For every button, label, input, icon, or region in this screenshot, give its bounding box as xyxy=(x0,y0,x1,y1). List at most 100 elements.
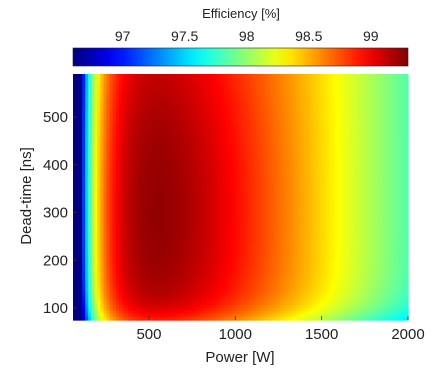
heatmap-cell xyxy=(316,74,321,78)
heatmap-cell xyxy=(234,86,239,90)
heatmap-cell xyxy=(383,197,388,201)
heatmap-cell xyxy=(231,123,236,127)
heatmap-cell xyxy=(91,74,95,78)
heatmap-cell xyxy=(140,120,144,124)
heatmap-cell xyxy=(334,172,339,177)
heatmap-cell xyxy=(127,135,132,140)
heatmap-cell xyxy=(164,141,169,146)
heatmap-cell xyxy=(130,101,135,106)
heatmap-cell xyxy=(179,74,184,78)
heatmap-cell xyxy=(188,190,193,195)
heatmap-cell xyxy=(341,110,345,115)
heatmap-cell xyxy=(280,83,284,87)
heatmap-cell xyxy=(258,129,263,134)
heatmap-cell xyxy=(243,175,248,180)
heatmap-cell xyxy=(401,135,406,140)
heatmap-cell xyxy=(255,153,260,158)
heatmap-cell xyxy=(371,135,376,140)
heatmap-cell xyxy=(341,209,345,213)
heatmap-cell xyxy=(261,74,266,78)
heatmap-cell xyxy=(249,120,254,124)
heatmap-cell xyxy=(337,77,342,81)
heatmap-cell xyxy=(353,141,357,146)
heatmap-cell xyxy=(337,193,342,198)
heatmap-cell xyxy=(310,117,315,121)
heatmap-cell xyxy=(191,163,196,167)
heatmap-cell xyxy=(264,153,269,158)
heatmap-cell xyxy=(225,101,229,106)
heatmap-cell xyxy=(200,175,205,180)
heatmap-cell xyxy=(140,197,144,201)
heatmap-cell xyxy=(161,144,165,149)
heatmap-cell xyxy=(112,113,117,118)
heatmap-cell xyxy=(331,172,336,177)
heatmap-cell xyxy=(103,135,108,140)
heatmap-cell xyxy=(395,187,400,192)
heatmap-cell xyxy=(307,92,312,97)
heatmap-cell xyxy=(252,178,257,183)
heatmap-cell xyxy=(337,200,342,204)
heatmap-cell xyxy=(207,197,211,201)
heatmap-cell xyxy=(140,89,144,94)
heatmap-cell xyxy=(350,166,354,170)
heatmap-cell xyxy=(334,150,339,155)
heatmap-cell xyxy=(307,203,312,207)
heatmap-cell xyxy=(258,166,263,170)
heatmap-cell xyxy=(173,197,178,201)
heatmap-cell xyxy=(97,150,102,155)
heatmap-cell xyxy=(307,206,312,210)
heatmap-cell xyxy=(325,80,330,84)
heatmap-cell xyxy=(100,95,105,100)
heatmap-cell xyxy=(91,80,95,84)
heatmap-cell xyxy=(170,200,175,204)
heatmap-cell xyxy=(79,144,83,149)
heatmap-cell xyxy=(121,107,126,112)
heatmap-cell xyxy=(310,144,315,149)
heatmap-cell xyxy=(194,206,199,210)
heatmap-cell xyxy=(270,200,275,204)
heatmap-cell xyxy=(283,178,287,183)
heatmap-cell xyxy=(228,147,232,152)
heatmap-cell xyxy=(401,160,406,164)
heatmap-cell xyxy=(182,144,187,149)
heatmap-cell xyxy=(380,197,385,201)
heatmap-cell xyxy=(243,200,248,204)
heatmap-cell xyxy=(246,175,251,180)
heatmap-cell xyxy=(261,175,266,180)
heatmap-cell xyxy=(207,141,211,146)
heatmap-cell xyxy=(124,209,129,213)
heatmap-cell xyxy=(222,89,226,94)
heatmap-cell xyxy=(365,120,370,124)
heatmap-cell xyxy=(121,178,126,183)
heatmap-cell xyxy=(392,138,397,143)
heatmap-cell xyxy=(213,123,217,127)
heatmap-cell xyxy=(316,169,321,173)
heatmap-cell xyxy=(371,86,376,90)
heatmap-cell xyxy=(319,110,324,115)
heatmap-cell xyxy=(356,153,360,158)
heatmap-cell xyxy=(79,101,83,106)
heatmap-cell xyxy=(143,175,147,180)
heatmap-cell xyxy=(307,74,312,78)
heatmap-cell xyxy=(386,169,391,173)
heatmap-cell xyxy=(97,107,102,112)
heatmap-cell xyxy=(182,110,187,115)
heatmap-cell xyxy=(316,129,321,134)
heatmap-cell xyxy=(73,74,77,78)
heatmap-cell xyxy=(350,163,354,167)
heatmap-cell xyxy=(207,129,211,134)
heatmap-cell xyxy=(298,98,303,103)
heatmap-cell xyxy=(231,203,236,207)
heatmap-cell xyxy=(386,89,391,94)
heatmap-cell xyxy=(228,135,232,140)
heatmap-cell xyxy=(100,80,105,84)
heatmap-cell xyxy=(109,101,114,106)
heatmap-cell xyxy=(155,95,159,100)
heatmap-cell xyxy=(249,200,254,204)
heatmap-cell xyxy=(283,95,287,100)
heatmap-cell xyxy=(298,110,303,115)
heatmap-cell xyxy=(158,163,162,167)
heatmap-cell xyxy=(380,141,385,146)
heatmap-cell xyxy=(283,74,287,78)
heatmap-cell xyxy=(173,132,178,137)
